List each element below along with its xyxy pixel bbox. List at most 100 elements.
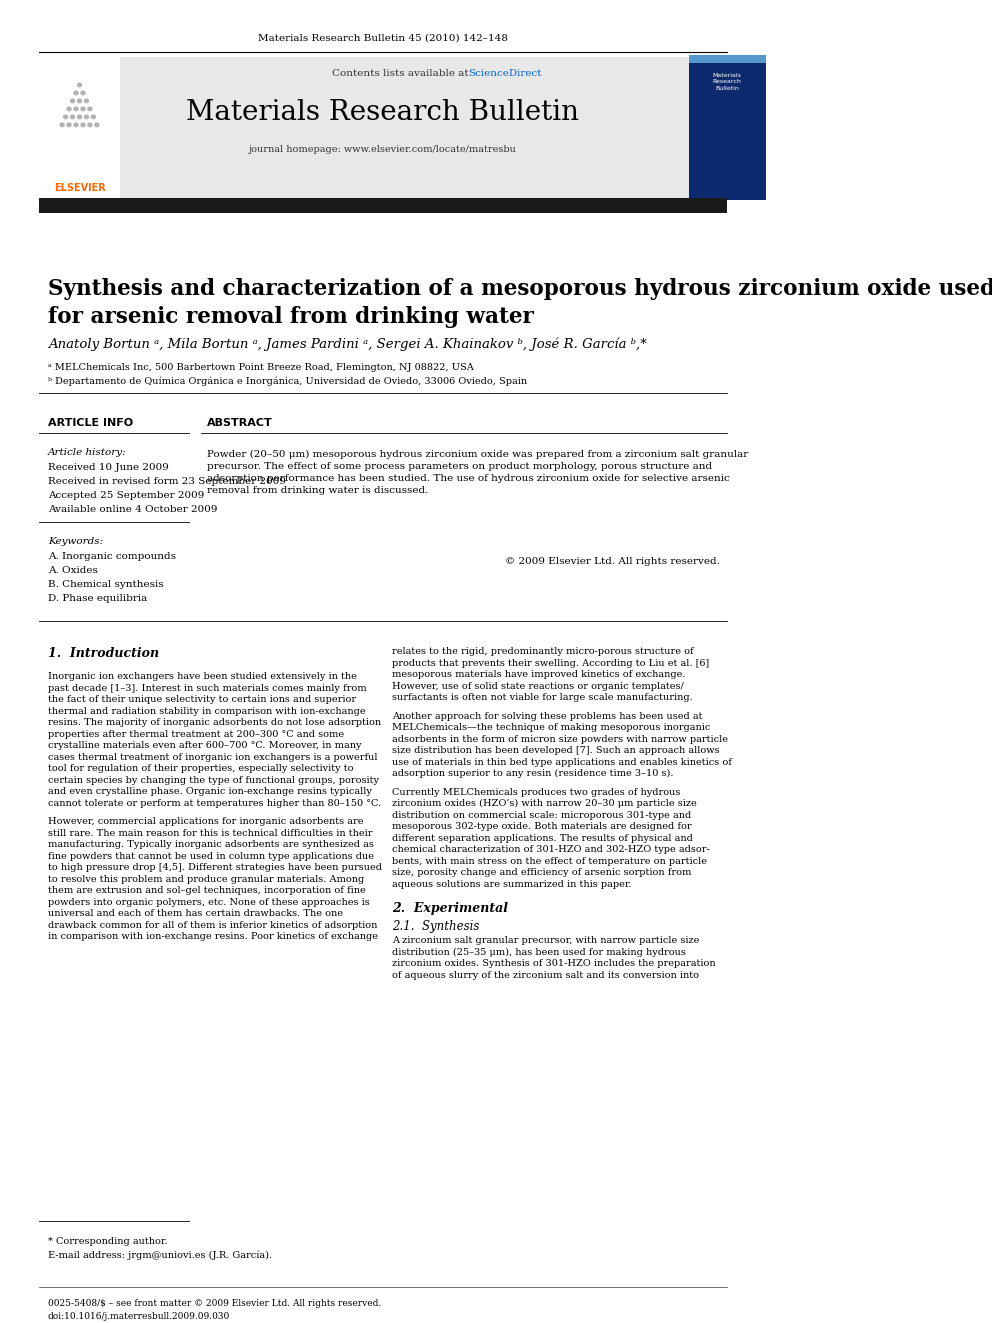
Ellipse shape — [80, 90, 85, 95]
Text: universal and each of them has certain drawbacks. The one: universal and each of them has certain d… — [48, 909, 343, 918]
Text: different separation applications. The results of physical and: different separation applications. The r… — [392, 833, 693, 843]
Text: Contents lists available at: Contents lists available at — [332, 69, 472, 78]
FancyBboxPatch shape — [120, 57, 688, 200]
Ellipse shape — [73, 90, 78, 95]
Text: Anatoly Bortun ᵃ, Mila Bortun ᵃ, James Pardini ᵃ, Sergei A. Khainakov ᵇ, José R.: Anatoly Bortun ᵃ, Mila Bortun ᵃ, James P… — [48, 337, 647, 351]
FancyBboxPatch shape — [39, 198, 727, 213]
Text: to high pressure drop [4,5]. Different strategies have been pursued: to high pressure drop [4,5]. Different s… — [48, 863, 382, 872]
FancyBboxPatch shape — [39, 57, 120, 200]
Text: cases thermal treatment of inorganic ion exchangers is a powerful: cases thermal treatment of inorganic ion… — [48, 753, 377, 762]
Text: distribution (25–35 μm), has been used for making hydrous: distribution (25–35 μm), has been used f… — [392, 947, 686, 957]
Text: D. Phase equilibria: D. Phase equilibria — [48, 594, 147, 603]
Text: ScienceDirect: ScienceDirect — [468, 69, 542, 78]
Text: the fact of their unique selectivity to certain ions and superior: the fact of their unique selectivity to … — [48, 696, 356, 704]
Ellipse shape — [87, 123, 92, 127]
Text: A. Inorganic compounds: A. Inorganic compounds — [48, 553, 176, 561]
Text: use of materials in thin bed type applications and enables kinetics of: use of materials in thin bed type applic… — [392, 758, 732, 767]
Ellipse shape — [73, 106, 78, 111]
Ellipse shape — [76, 114, 82, 119]
Text: chemical characterization of 301-HZO and 302-HZO type adsor-: chemical characterization of 301-HZO and… — [392, 845, 710, 855]
Ellipse shape — [66, 123, 71, 127]
Text: to resolve this problem and produce granular materials. Among: to resolve this problem and produce gran… — [48, 875, 364, 884]
Text: ELSEVIER: ELSEVIER — [54, 183, 105, 193]
Ellipse shape — [80, 123, 85, 127]
Ellipse shape — [69, 114, 75, 119]
Text: © 2009 Elsevier Ltd. All rights reserved.: © 2009 Elsevier Ltd. All rights reserved… — [505, 557, 719, 566]
Text: crystalline materials even after 600–700 °C. Moreover, in many: crystalline materials even after 600–700… — [48, 741, 361, 750]
Text: powders into organic polymers, etc. None of these approaches is: powders into organic polymers, etc. None… — [48, 897, 370, 906]
Text: products that prevents their swelling. According to Liu et al. [6]: products that prevents their swelling. A… — [392, 659, 709, 668]
Ellipse shape — [66, 106, 71, 111]
Ellipse shape — [80, 106, 85, 111]
Text: manufacturing. Typically inorganic adsorbents are synthesized as: manufacturing. Typically inorganic adsor… — [48, 840, 374, 849]
Text: zirconium oxides (HZO’s) with narrow 20–30 μm particle size: zirconium oxides (HZO’s) with narrow 20–… — [392, 799, 697, 808]
Ellipse shape — [76, 82, 82, 87]
Ellipse shape — [62, 114, 68, 119]
Text: However, use of solid state reactions or organic templates/: However, use of solid state reactions or… — [392, 681, 683, 691]
Text: Another approach for solving these problems has been used at: Another approach for solving these probl… — [392, 712, 702, 721]
Text: ᵇ Departamento de Química Orgánica e Inorgánica, Universidad de Oviedo, 33006 Ov: ᵇ Departamento de Química Orgánica e Ino… — [48, 377, 527, 386]
Ellipse shape — [76, 98, 82, 103]
Text: However, commercial applications for inorganic adsorbents are: However, commercial applications for ino… — [48, 818, 363, 826]
Text: thermal and radiation stability in comparison with ion-exchange: thermal and radiation stability in compa… — [48, 706, 365, 716]
Text: size distribution has been developed [7]. Such an approach allows: size distribution has been developed [7]… — [392, 746, 720, 755]
Text: E-mail address: jrgm@uniovi.es (J.R. García).: E-mail address: jrgm@uniovi.es (J.R. Gar… — [48, 1250, 272, 1261]
Text: B. Chemical synthesis: B. Chemical synthesis — [48, 581, 164, 590]
Text: mesoporous 302-type oxide. Both materials are designed for: mesoporous 302-type oxide. Both material… — [392, 822, 691, 831]
Text: fine powders that cannot be used in column type applications due: fine powders that cannot be used in colu… — [48, 852, 374, 861]
Ellipse shape — [60, 123, 64, 127]
Text: ᵃ MELChemicals Inc, 500 Barbertown Point Breeze Road, Flemington, NJ 08822, USA: ᵃ MELChemicals Inc, 500 Barbertown Point… — [48, 363, 473, 372]
Text: still rare. The main reason for this is technical difficulties in their: still rare. The main reason for this is … — [48, 828, 372, 837]
Text: ABSTRACT: ABSTRACT — [207, 418, 273, 427]
Text: Keywords:: Keywords: — [48, 537, 103, 546]
Text: of aqueous slurry of the zirconium salt and its conversion into: of aqueous slurry of the zirconium salt … — [392, 971, 699, 979]
Text: and even crystalline phase. Organic ion-exchange resins typically: and even crystalline phase. Organic ion-… — [48, 787, 372, 796]
Text: certain species by changing the type of functional groups, porosity: certain species by changing the type of … — [48, 775, 379, 785]
Text: resins. The majority of inorganic adsorbents do not lose adsorption: resins. The majority of inorganic adsorb… — [48, 718, 381, 728]
Text: Accepted 25 September 2009: Accepted 25 September 2009 — [48, 491, 204, 500]
Text: mesoporous materials have improved kinetics of exchange.: mesoporous materials have improved kinet… — [392, 671, 685, 679]
Text: Materials Research Bulletin 45 (2010) 142–148: Materials Research Bulletin 45 (2010) 14… — [258, 33, 508, 42]
Ellipse shape — [94, 123, 99, 127]
Text: 0025-5408/$ – see front matter © 2009 Elsevier Ltd. All rights reserved.: 0025-5408/$ – see front matter © 2009 El… — [48, 1299, 381, 1307]
Text: properties after thermal treatment at 200–300 °C and some: properties after thermal treatment at 20… — [48, 730, 344, 738]
Text: drawback common for all of them is inferior kinetics of adsorption: drawback common for all of them is infer… — [48, 921, 377, 930]
Text: aqueous solutions are summarized in this paper.: aqueous solutions are summarized in this… — [392, 880, 632, 889]
Text: A zirconium salt granular precursor, with narrow particle size: A zirconium salt granular precursor, wit… — [392, 937, 699, 945]
Text: * Corresponding author.: * Corresponding author. — [48, 1237, 168, 1246]
Text: 1.  Introduction: 1. Introduction — [48, 647, 159, 660]
Text: adsorbents in the form of micron size powders with narrow particle: adsorbents in the form of micron size po… — [392, 734, 728, 744]
Text: in comparison with ion-exchange resins. Poor kinetics of exchange: in comparison with ion-exchange resins. … — [48, 933, 378, 941]
Text: Synthesis and characterization of a mesoporous hydrous zirconium oxide used
for : Synthesis and characterization of a meso… — [48, 278, 992, 328]
Text: past decade [1–3]. Interest in such materials comes mainly from: past decade [1–3]. Interest in such mate… — [48, 684, 366, 693]
Text: Inorganic ion exchangers have been studied extensively in the: Inorganic ion exchangers have been studi… — [48, 672, 357, 681]
Text: size, porosity change and efficiency of arsenic sorption from: size, porosity change and efficiency of … — [392, 868, 691, 877]
Text: doi:10.1016/j.materresbull.2009.09.030: doi:10.1016/j.materresbull.2009.09.030 — [48, 1311, 230, 1320]
Text: surfactants is often not viable for large scale manufacturing.: surfactants is often not viable for larg… — [392, 693, 692, 703]
Ellipse shape — [83, 114, 89, 119]
Text: adsorption superior to any resin (residence time 3–10 s).: adsorption superior to any resin (reside… — [392, 769, 674, 778]
Ellipse shape — [90, 114, 96, 119]
Ellipse shape — [87, 106, 92, 111]
Text: ARTICLE INFO: ARTICLE INFO — [48, 418, 133, 427]
Ellipse shape — [73, 123, 78, 127]
Text: bents, with main stress on the effect of temperature on particle: bents, with main stress on the effect of… — [392, 857, 707, 865]
Text: Received in revised form 23 September 2009: Received in revised form 23 September 20… — [48, 476, 286, 486]
Text: Materials Research Bulletin: Materials Research Bulletin — [186, 99, 579, 127]
Text: MELChemicals—the technique of making mesoporous inorganic: MELChemicals—the technique of making mes… — [392, 724, 710, 733]
Text: 2.1.  Synthesis: 2.1. Synthesis — [392, 919, 479, 933]
Text: A. Oxides: A. Oxides — [48, 566, 98, 576]
Text: Currently MELChemicals produces two grades of hydrous: Currently MELChemicals produces two grad… — [392, 787, 681, 796]
Text: distribution on commercial scale: microporous 301-type and: distribution on commercial scale: microp… — [392, 811, 691, 820]
Text: Powder (20–50 μm) mesoporous hydrous zirconium oxide was prepared from a zirconi: Powder (20–50 μm) mesoporous hydrous zir… — [207, 450, 748, 495]
FancyBboxPatch shape — [688, 56, 766, 64]
Ellipse shape — [69, 98, 75, 103]
Text: zirconium oxides. Synthesis of 301-HZO includes the preparation: zirconium oxides. Synthesis of 301-HZO i… — [392, 959, 716, 968]
Text: 2.  Experimental: 2. Experimental — [392, 902, 508, 916]
Text: Materials
Research
Bulletin: Materials Research Bulletin — [712, 73, 742, 91]
Text: Article history:: Article history: — [48, 447, 127, 456]
Text: cannot tolerate or perform at temperatures higher than 80–150 °C.: cannot tolerate or perform at temperatur… — [48, 799, 381, 808]
Text: Received 10 June 2009: Received 10 June 2009 — [48, 463, 169, 471]
Ellipse shape — [83, 98, 89, 103]
FancyBboxPatch shape — [688, 57, 766, 200]
